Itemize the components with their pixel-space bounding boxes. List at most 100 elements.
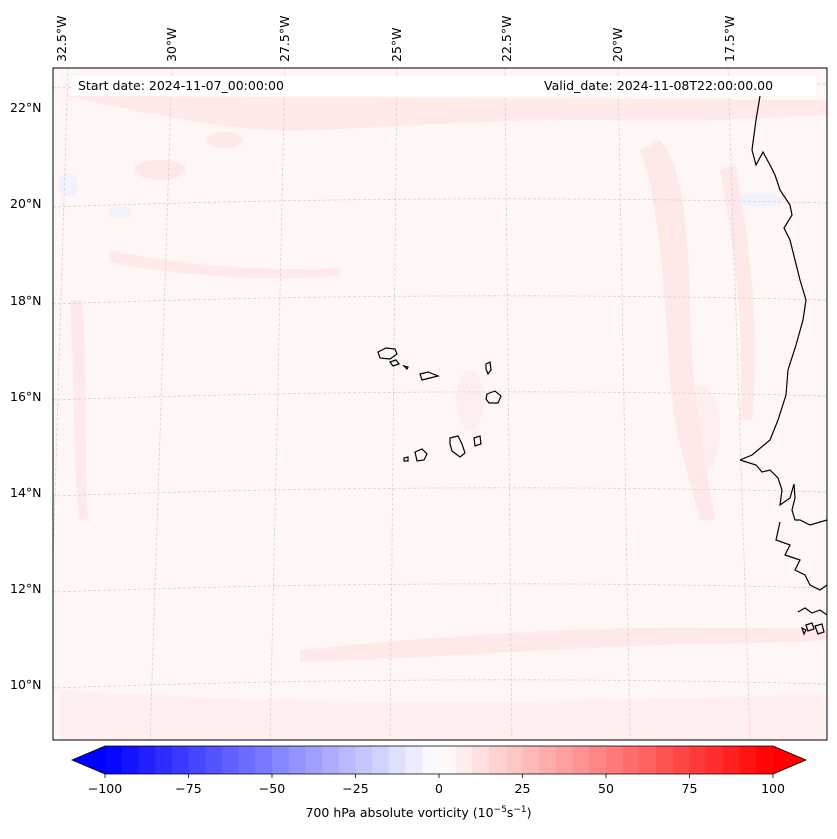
colorbar-tick-label: 50	[598, 781, 614, 796]
colorbar-cell	[322, 746, 340, 774]
parallel-10N	[52, 679, 828, 689]
meridian-32-5W	[52, 67, 69, 561]
colorbar-cell	[656, 746, 674, 774]
colorbar-cell	[188, 746, 206, 774]
meridian-30W	[149, 67, 173, 741]
coast-bissau-islands	[797, 607, 828, 616]
meridian-25W	[389, 67, 398, 741]
colorbar-label: 700 hPa absolute vorticity (10−5s−1)	[0, 805, 837, 820]
island-sal	[485, 361, 492, 376]
map-frame	[52, 67, 828, 741]
lon-tick-labels: 32.5°W 30°W 27.5°W 25°W 22.5°W 20°W 17.5…	[54, 16, 737, 62]
colorbar-tick-label: 25	[515, 781, 531, 796]
colorbar-cell	[689, 746, 707, 774]
colorbar-cell	[138, 746, 156, 774]
map-panel	[52, 67, 828, 741]
colorbar-tick-label: −100	[88, 781, 122, 796]
colorbar-cell	[205, 746, 223, 774]
colorbar-label-end: )	[526, 805, 532, 821]
colorbar-cell	[555, 746, 574, 774]
negative-vorticity-patches	[58, 173, 782, 218]
colorbar: −100 −75 −50 −25 0 25 50 75 100	[70, 745, 808, 796]
island-santa-luzia	[402, 364, 409, 371]
colorbar-cell	[606, 746, 624, 774]
island-fogo	[414, 448, 428, 462]
colorbar-cell	[472, 746, 490, 774]
colorbar-cell	[372, 746, 390, 774]
meridian-27-5W	[269, 67, 286, 741]
cape-verde-islands	[377, 347, 502, 462]
colorbar-cell	[739, 746, 757, 774]
valid-date-label: Valid_date: 2024-11-08T22:00:00.00	[535, 76, 816, 96]
colorbar-cell	[539, 746, 557, 774]
colorbar-extend-max	[773, 746, 806, 774]
colorbar-cell	[405, 746, 423, 774]
island-santiago	[449, 435, 466, 458]
lon-tick-label: 22.5°W	[499, 16, 514, 62]
colorbar-cell	[338, 746, 356, 774]
lat-tick-label: 22°N	[10, 100, 42, 115]
lat-tick-label: 18°N	[10, 293, 42, 308]
colorbar-cell	[272, 746, 290, 774]
island-bijagos-3	[800, 626, 807, 636]
colorbar-cell	[489, 746, 507, 774]
colorbar-tick-label: −50	[259, 781, 285, 796]
lat-tick-label: 10°N	[10, 677, 42, 692]
colorbar-cell	[589, 746, 607, 774]
lon-tick-label: 25°W	[389, 27, 404, 62]
lat-tick-labels: 10°N 12°N 14°N 16°N 18°N 20°N 22°N	[10, 100, 42, 692]
colorbar-cell	[288, 746, 306, 774]
colorbar-tick-label: 100	[761, 781, 785, 796]
colorbar-label-exp2: −1	[513, 805, 527, 815]
colorbar-cell	[572, 746, 590, 774]
colorbar-tick-label: −25	[342, 781, 368, 796]
colorbar-cell	[455, 746, 473, 774]
colorbar-cell	[622, 746, 640, 774]
parallel-14N	[52, 487, 828, 497]
parallel-12N	[52, 583, 828, 593]
lon-tick-label: 27.5°W	[277, 16, 292, 62]
colorbar-cell	[505, 746, 523, 774]
meridian-22-5W	[504, 67, 513, 741]
colorbar-label-mid: s	[506, 805, 514, 821]
colorbar-cell	[255, 746, 273, 774]
colorbar-label-exp1: −5	[493, 805, 507, 815]
colorbar-cell	[155, 746, 173, 774]
island-bijagos-2	[814, 623, 825, 635]
island-brava	[403, 456, 409, 462]
header-band	[353, 76, 535, 96]
africa-coastline	[739, 95, 828, 636]
colorbar-cell	[171, 746, 189, 774]
island-maio	[473, 435, 482, 447]
meridian-17-5W	[727, 67, 751, 741]
colorbar-extend-min	[72, 746, 105, 774]
colorbar-cell	[522, 746, 540, 774]
island-sao-vicente	[389, 359, 400, 367]
colorbar-cell	[756, 746, 774, 774]
colorbar-cell	[422, 746, 440, 774]
vorticity-field	[60, 96, 827, 740]
lon-tick-label: 20°W	[610, 27, 625, 62]
colorbar-cell	[221, 746, 240, 774]
coast-gambia-guinea	[775, 521, 828, 591]
colorbar-cell	[639, 746, 657, 774]
colorbar-tick-label: 75	[682, 781, 698, 796]
colorbar-cell	[706, 746, 724, 774]
island-boa-vista	[485, 390, 502, 404]
lat-tick-label: 16°N	[10, 389, 42, 404]
colorbar-cell	[238, 746, 256, 774]
colorbar-cell	[355, 746, 373, 774]
colorbar-cell	[439, 746, 457, 774]
colorbar-cell	[388, 746, 407, 774]
colorbar-cell	[305, 746, 323, 774]
lon-tick-label: 17.5°W	[722, 16, 737, 62]
colorbar-cell	[672, 746, 690, 774]
lat-tick-label: 12°N	[10, 581, 42, 596]
gridlines	[52, 67, 828, 741]
island-santo-antao	[377, 347, 398, 360]
lat-tick-label: 20°N	[10, 196, 42, 211]
lat-tick-label: 14°N	[10, 485, 42, 500]
lon-tick-label: 32.5°W	[54, 16, 69, 62]
coast-mauritania	[739, 95, 807, 461]
